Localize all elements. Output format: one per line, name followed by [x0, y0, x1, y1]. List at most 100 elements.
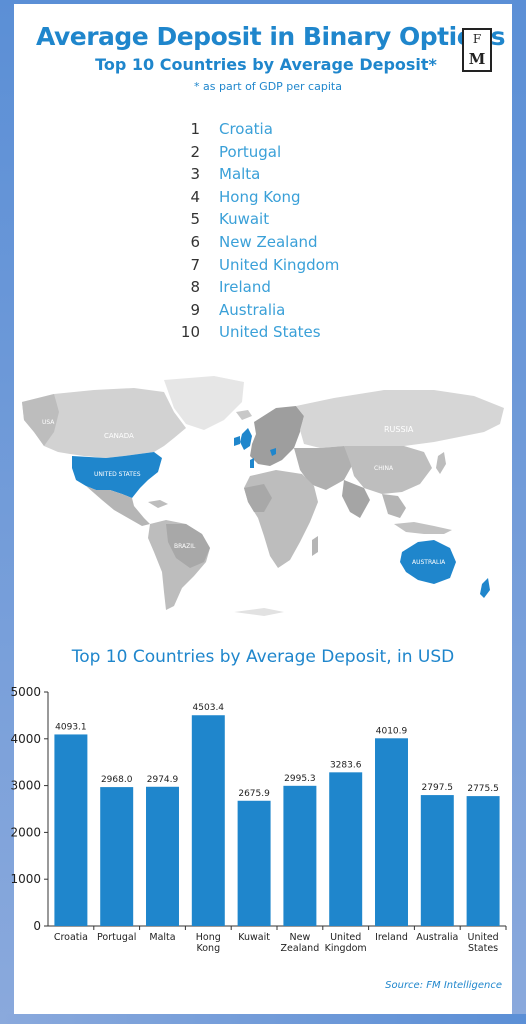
map-label-canada: CANADA: [104, 432, 134, 440]
x-tick-label: Kong: [196, 943, 220, 954]
rank-country: Hong Kong: [219, 187, 301, 206]
map-new-zealand: [480, 578, 490, 598]
frame-left: [0, 0, 14, 1024]
map-uk: [240, 428, 252, 450]
map-label-brazil: BRAZIL: [174, 543, 196, 550]
bar-value-label: 2968.0: [101, 775, 133, 785]
bar: [420, 795, 454, 926]
x-tick-label: Portugal: [97, 932, 136, 943]
map-mexico: [86, 486, 150, 526]
logo-letter-m: M: [468, 50, 486, 68]
rank-number: 7: [190, 255, 200, 274]
map-africa: [244, 470, 318, 568]
bar: [237, 800, 271, 926]
rank-country: United States: [219, 323, 321, 342]
rank-country: Malta: [219, 165, 261, 184]
bar: [191, 715, 225, 926]
y-tick-label: 5000: [10, 685, 41, 699]
map-label-australia: AUSTRALIA: [412, 559, 446, 566]
x-tick-label: New: [290, 932, 311, 943]
map-canada: [22, 388, 186, 458]
rank-number: 9: [190, 300, 200, 319]
rank-number: 10: [180, 323, 200, 342]
rank-row: 6 New Zealand: [0, 233, 526, 255]
rank-country: New Zealand: [219, 233, 318, 251]
rank-row: 9 Australia: [0, 301, 526, 323]
rank-number: 1: [190, 120, 200, 138]
map-caribbean: [148, 500, 168, 508]
map-middle-east: [294, 446, 354, 490]
bar: [375, 738, 408, 926]
bar: [54, 734, 88, 926]
frame-top: [0, 0, 526, 4]
rank-country: Kuwait: [219, 210, 270, 229]
bar: [100, 787, 134, 926]
y-tick-label: 1000: [10, 872, 41, 886]
x-tick-label: Ireland: [375, 932, 408, 943]
footnote: * as part of GDP per capita: [194, 80, 342, 93]
fm-logo: F M: [462, 28, 492, 72]
world-map: USA CANADA UNITED STATES RUSSIA CHINA BR…: [22, 376, 504, 616]
x-tick-label: United: [467, 932, 498, 943]
rank-number: 4: [190, 187, 200, 206]
map-label-china: CHINA: [374, 465, 394, 472]
bar-value-label: 2974.9: [147, 775, 179, 785]
rank-country: United Kingdom: [219, 255, 340, 274]
map-europe: [250, 406, 304, 466]
map-madagascar: [312, 536, 318, 556]
map-label-usa-abbr: USA: [42, 419, 55, 426]
map-label-russia: RUSSIA: [384, 425, 414, 434]
map-croatia: [270, 448, 276, 456]
bar-value-label: 3283.6: [330, 760, 362, 770]
map-greenland: [164, 376, 244, 430]
rank-row: 10 United States: [0, 323, 526, 345]
logo-letter-f: F: [472, 32, 482, 46]
bar: [466, 796, 500, 926]
map-usa: [72, 452, 162, 498]
map-portugal: [250, 458, 254, 468]
x-tick-label: Kingdom: [325, 943, 367, 954]
bar-value-label: 4010.9: [376, 726, 408, 736]
x-tick-label: Kuwait: [238, 932, 270, 943]
rank-number: 3: [190, 165, 200, 184]
frame-bottom: [0, 1014, 526, 1024]
x-tick-label: Croatia: [54, 932, 88, 943]
map-brazil: [166, 524, 210, 568]
x-tick-label: States: [468, 943, 498, 954]
rank-country: Australia: [219, 300, 286, 319]
bar-value-label: 2995.3: [284, 774, 316, 784]
bar: [283, 785, 317, 926]
y-tick-label: 3000: [10, 779, 41, 793]
rank-number: 5: [190, 210, 200, 229]
bar-value-label: 2675.9: [238, 789, 270, 799]
map-ireland: [234, 436, 240, 446]
map-iceland: [236, 410, 252, 420]
x-tick-label: Hong: [196, 932, 221, 943]
y-tick-label: 0: [33, 919, 41, 933]
map-japan: [436, 452, 446, 474]
rank-row: 7 United Kingdom: [0, 256, 526, 278]
x-tick-label: Australia: [416, 932, 458, 943]
map-russia: [296, 390, 504, 448]
rank-number: 2: [190, 142, 200, 161]
bar-chart: 0 1000 2000 3000 4000 5000 4093.1 Croatia 2968.0…: [10, 685, 507, 954]
rank-row: 3 Malta: [0, 165, 526, 187]
rank-number: 6: [190, 233, 200, 251]
bar: [146, 786, 179, 926]
rank-country: Croatia: [219, 120, 273, 138]
rank-number: 8: [190, 278, 200, 297]
rank-country: Ireland: [219, 278, 271, 297]
map-west-africa: [244, 484, 272, 512]
rank-row: 8 Ireland: [0, 278, 526, 300]
map-se-asia: [382, 494, 406, 518]
map-indonesia: [394, 522, 452, 534]
x-tick-label: United: [330, 932, 361, 943]
bar-value-label: 4503.4: [193, 703, 225, 713]
bar: [329, 772, 363, 926]
y-tick-label: 4000: [10, 732, 41, 746]
page-title: Average Deposit in Binary Options: [36, 22, 506, 51]
x-tick-label: Malta: [149, 932, 175, 943]
chart-title: Top 10 Countries by Average Deposit, in …: [71, 647, 455, 667]
frame-right: [512, 0, 526, 1024]
